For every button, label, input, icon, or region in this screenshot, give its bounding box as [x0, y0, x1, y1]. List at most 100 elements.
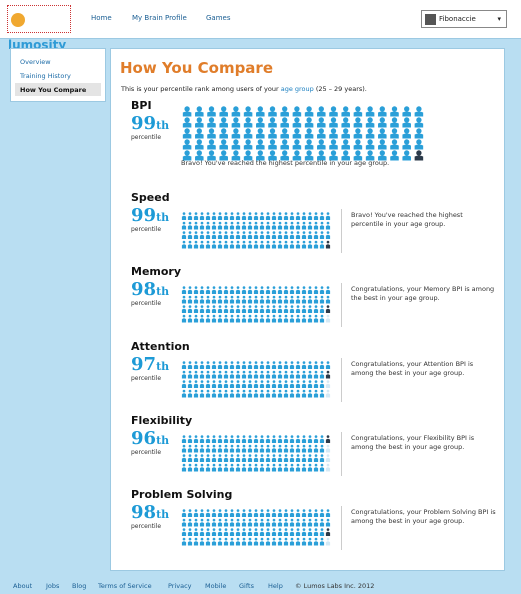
person-icon — [283, 240, 289, 249]
person-icon — [229, 314, 235, 323]
person-icon — [283, 537, 289, 546]
person-icon — [277, 509, 283, 518]
person-icon — [259, 295, 265, 304]
person-icon — [313, 370, 319, 379]
person-icon — [313, 212, 319, 221]
person-icon — [289, 286, 295, 295]
person-icon — [268, 139, 277, 150]
footer-link[interactable]: About — [13, 582, 33, 590]
person-icon — [223, 435, 229, 444]
nav-link[interactable]: My Brain Profile — [132, 14, 187, 22]
person-icon — [211, 444, 217, 453]
person-icon — [414, 128, 424, 139]
footer-link[interactable]: Jobs — [46, 582, 60, 590]
person-icon — [247, 240, 253, 249]
person-icon — [235, 380, 241, 389]
user-menu[interactable]: Fibonaccie ▾ — [421, 10, 507, 28]
person-icon — [217, 286, 223, 295]
intro-text: (25 – 29 years). — [313, 85, 367, 93]
sidebar-link[interactable]: How You Compare — [20, 86, 87, 94]
section-message: Congratulations, your Flexibility BPI is… — [351, 434, 475, 451]
person-icon — [289, 305, 295, 314]
person-icon — [402, 139, 411, 150]
person-icon — [193, 295, 199, 304]
person-icon — [325, 286, 331, 295]
person-icon — [313, 231, 319, 240]
person-icon — [277, 286, 283, 295]
nav-link[interactable]: Games — [206, 14, 231, 22]
person-icon — [289, 240, 295, 249]
person-icon — [268, 128, 277, 139]
footer-link[interactable]: Terms of Service — [98, 582, 152, 590]
person-icon — [289, 231, 295, 240]
person-icon — [253, 221, 259, 230]
person-icon — [259, 314, 265, 323]
person-icon — [181, 240, 187, 249]
sidebar-link[interactable]: Training History — [20, 72, 71, 80]
sidebar-link[interactable]: Overview — [20, 58, 51, 66]
person-icon — [271, 231, 277, 240]
person-icon — [199, 286, 205, 295]
section-name: BPI — [131, 99, 152, 112]
person-icon — [271, 286, 277, 295]
person-icon — [229, 212, 235, 221]
percentile-unit: percentile — [131, 449, 162, 456]
person-icon — [187, 518, 193, 527]
footer-link[interactable]: Privacy — [168, 582, 192, 590]
person-icon — [283, 435, 289, 444]
person-icon — [193, 528, 199, 537]
person-icon — [199, 305, 205, 314]
divider — [341, 358, 342, 402]
person-icon — [283, 221, 289, 230]
footer-link[interactable]: Gifts — [239, 582, 254, 590]
person-icon — [235, 231, 241, 240]
person-icon — [247, 231, 253, 240]
person-icon — [247, 212, 253, 221]
person-icon — [199, 295, 205, 304]
person-icon — [253, 463, 259, 472]
person-icon — [313, 314, 319, 323]
age-group-link[interactable]: age group — [280, 85, 314, 93]
person-icon — [205, 305, 211, 314]
section-message: Congratulations, your Memory BPI is amon… — [351, 285, 495, 302]
person-icon — [207, 128, 216, 139]
percentile-unit: percentile — [131, 523, 162, 530]
person-icon — [295, 389, 301, 398]
person-icon — [271, 370, 277, 379]
person-icon — [247, 286, 253, 295]
person-icon — [317, 150, 326, 161]
main-panel: How You Compare This is your percentile … — [110, 48, 505, 571]
person-icon — [193, 389, 199, 398]
person-icon — [181, 435, 187, 444]
person-icon — [205, 380, 211, 389]
person-icon — [253, 454, 259, 463]
person-icon — [277, 314, 283, 323]
person-icon — [307, 444, 313, 453]
person-icon — [247, 221, 253, 230]
person-icon — [199, 528, 205, 537]
person-icon — [289, 389, 295, 398]
footer-link[interactable]: Blog — [72, 582, 87, 590]
person-icon — [301, 361, 307, 370]
person-icon — [223, 240, 229, 249]
logo[interactable]: lumosity — [7, 5, 71, 52]
person-icon — [195, 117, 204, 128]
person-icon — [325, 305, 331, 314]
nav-link[interactable]: Home — [91, 14, 112, 22]
person-icon — [402, 106, 411, 117]
person-icon — [181, 286, 187, 295]
sidebar: Overview Training History How You Compar… — [10, 48, 106, 102]
footer-link[interactable]: Help — [268, 582, 283, 590]
person-icon — [319, 305, 325, 314]
person-icon — [283, 389, 289, 398]
person-icon — [205, 518, 211, 527]
person-icon — [301, 240, 307, 249]
person-icon — [253, 370, 259, 379]
person-icon — [187, 528, 193, 537]
footer-link[interactable]: Mobile — [205, 582, 227, 590]
person-icon — [265, 537, 271, 546]
person-icon — [341, 150, 350, 161]
person-icon — [241, 528, 247, 537]
person-icon — [325, 509, 331, 518]
